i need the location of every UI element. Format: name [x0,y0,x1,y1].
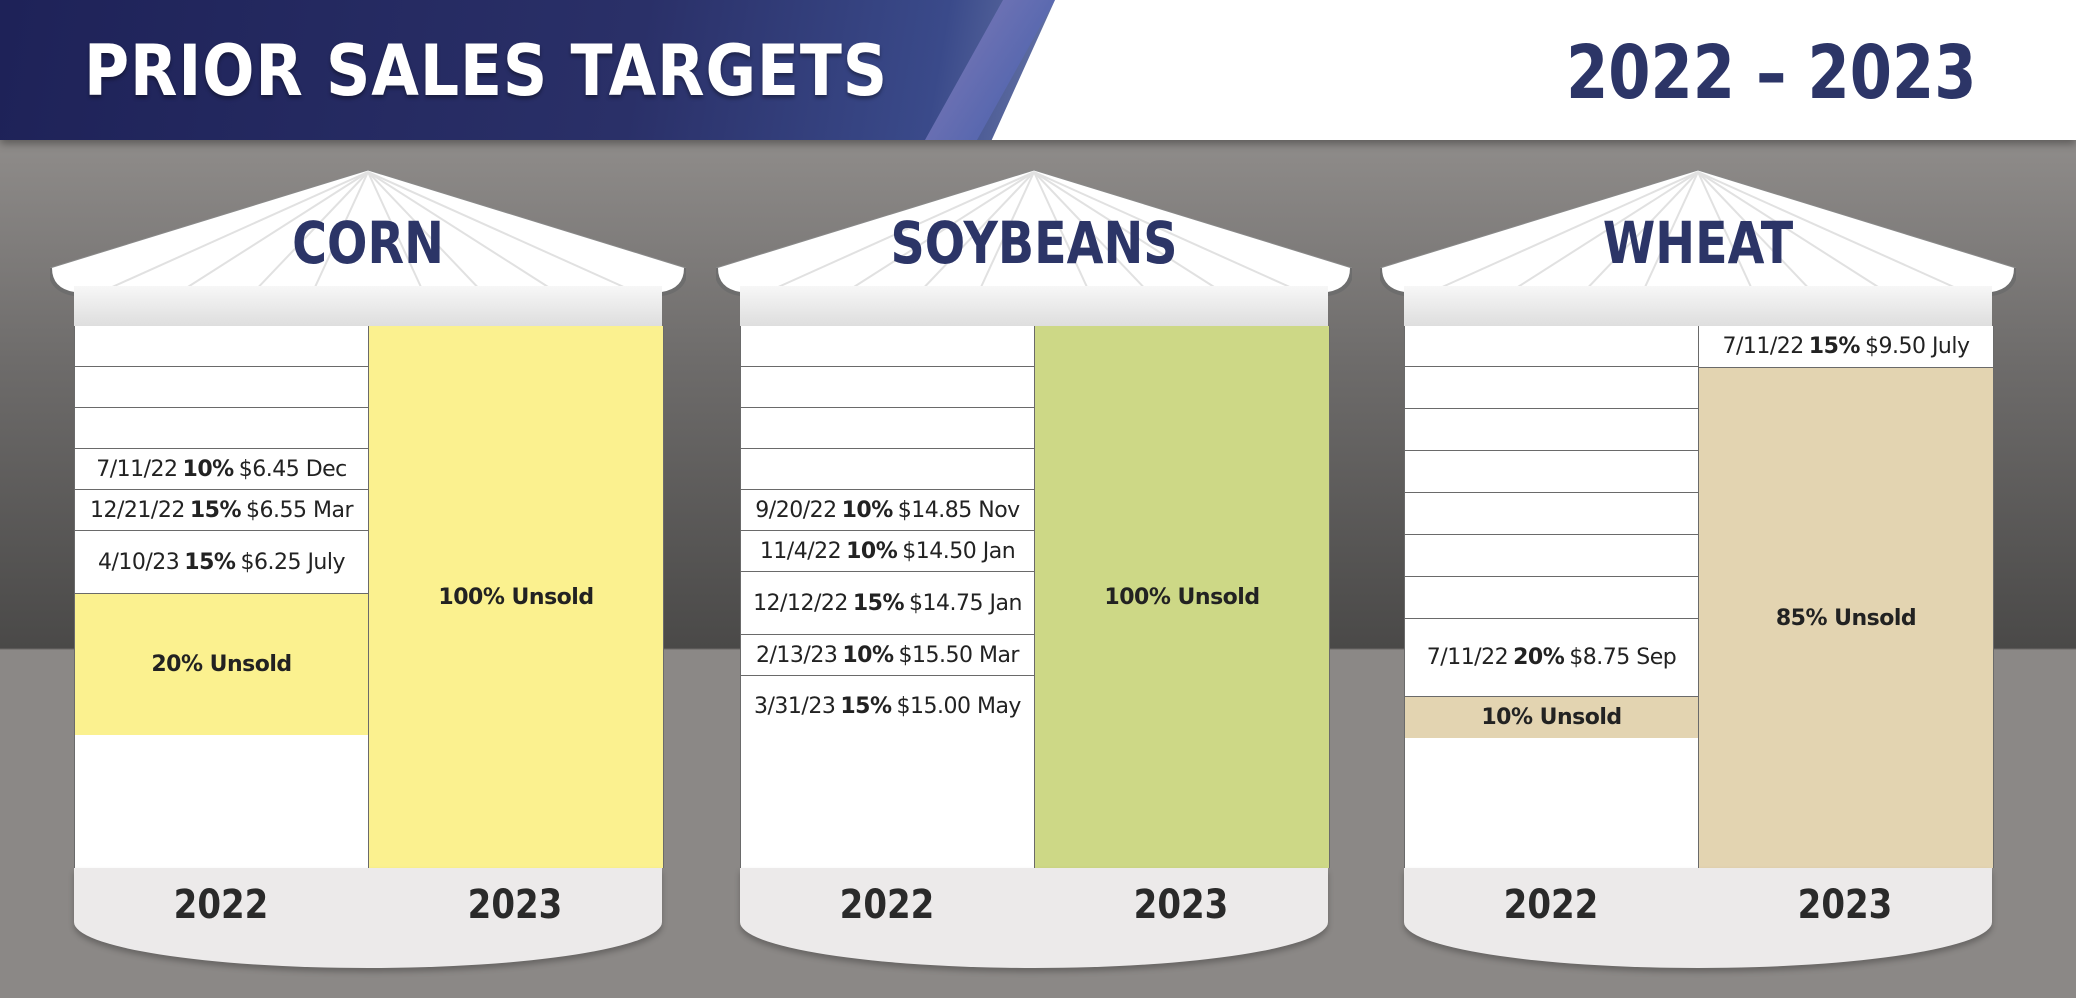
sale-row [75,408,368,449]
column-2022: 7/11/22 10% $6.45 Dec 12/21/22 15% $6.55 Mar 4… [75,326,369,868]
sale-row: 7/11/22 10% $6.45 Dec [75,449,368,490]
sale-price: $8.75 Sep [1569,645,1677,670]
column-2022: 9/20/22 10% $14.85 Nov 11/4/22 10% $14.50 Jan… [741,326,1035,868]
sale-row [1405,326,1698,367]
sale-row: 2/13/23 10% $15.50 Mar [741,635,1034,676]
header-bar: PRIOR SALES TARGETS 2022 – 2023 [0,0,2076,140]
sale-percent: 10% [182,456,235,482]
sale-percent: 15% [840,693,892,719]
silo-title: CORN [292,209,444,277]
sale-price: $15.00 May [896,693,1022,719]
silo-corn: CORN 7/11/22 10% $6.45 Dec 12/21/22 15% $6.55… [50,168,686,968]
silo-title: WHEAT [1602,209,1794,277]
sale-date: 11/4/22 [759,538,842,564]
sale-row [741,408,1034,449]
sale-percent: 10% [841,497,894,523]
column-2023: 100% Unsold [369,326,663,868]
silo-body: 7/11/22 10% $6.45 Dec 12/21/22 15% $6.55 Mar 4… [74,326,664,868]
unsold-block: 100% Unsold [369,326,663,868]
sale-row [1405,535,1698,577]
silo-soybeans: SOYBEANS 9/20/22 10% $14.85 Nov 11/4/22 10% $… [716,168,1352,968]
year-label-2023: 2023 [1133,882,1229,928]
sale-percent: 10% [842,642,894,668]
sale-row: 9/20/22 10% $14.85 Nov [741,490,1034,531]
sale-row [741,367,1034,408]
sale-row [741,449,1034,490]
sale-date: 7/11/22 [1722,334,1804,359]
silo-cap [1404,286,1992,326]
year-label-2022: 2022 [839,882,935,928]
sale-row [1405,409,1698,451]
sale-row [1405,493,1698,535]
silo-title: SOYBEANS [890,209,1178,277]
sale-date: 7/11/22 [96,456,178,482]
sale-date: 7/11/22 [1426,645,1509,670]
sale-row: 7/11/22 15% $9.50 July [1699,326,1993,368]
sale-date: 2/13/23 [756,642,838,668]
sale-percent: 15% [184,549,236,575]
sale-row: 7/11/22 20% $8.75 Sep [1405,619,1698,697]
silo-base: 2022 2023 [740,868,1328,968]
sale-price: $14.85 Nov [897,497,1020,523]
unsold-block: 85% Unsold [1699,368,1993,868]
sale-price: $15.50 Mar [898,642,1020,668]
page-title: PRIOR SALES TARGETS [84,30,889,112]
sale-row: 3/31/23 15% $15.00 May [741,676,1034,736]
sale-date: 3/31/23 [754,693,836,719]
sale-price: $14.75 Jan [909,590,1022,616]
sale-row [1405,367,1698,409]
sale-percent: 20% [1513,645,1565,670]
year-label-2023: 2023 [467,882,563,928]
column-2023: 7/11/22 15% $9.50 July 85% Unsold [1699,326,1993,868]
sale-percent: 10% [846,538,898,564]
silo-base: 2022 2023 [74,868,662,968]
silo-body: 9/20/22 10% $14.85 Nov 11/4/22 10% $14.50 Jan… [740,326,1330,868]
sale-row [741,326,1034,367]
sale-price: $6.55 Mar [246,497,353,523]
header-band [0,0,1055,140]
unsold-block: 10% Unsold [1405,697,1698,738]
sale-date: 12/21/22 [90,497,185,523]
sale-row: 12/12/22 15% $14.75 Jan [741,572,1034,635]
sale-price: $6.45 Dec [238,456,348,482]
sale-price: $6.25 July [240,549,346,575]
column-2023: 100% Unsold [1035,326,1329,868]
unsold-block: 100% Unsold [1035,326,1329,868]
sale-row: 4/10/23 15% $6.25 July [75,531,368,594]
silo-cap [74,286,662,326]
silo-body: 7/11/22 20% $8.75 Sep 10% Unsold 7/11/22 15%… [1404,326,1994,868]
sale-percent: 15% [189,497,242,523]
sale-row: 12/21/22 15% $6.55 Mar [75,490,368,531]
unsold-block: 20% Unsold [75,594,368,735]
year-label-2023: 2023 [1797,882,1893,928]
sale-row [75,367,368,408]
years-title: 2022 – 2023 [1565,30,1976,116]
sale-row: 11/4/22 10% $14.50 Jan [741,531,1034,572]
sale-percent: 15% [852,590,905,616]
sale-percent: 15% [1808,334,1861,359]
column-2022: 7/11/22 20% $8.75 Sep 10% Unsold [1405,326,1699,868]
year-label-2022: 2022 [1503,882,1599,928]
sale-price: $14.50 Jan [902,538,1016,564]
sale-price: $9.50 July [1864,334,1970,359]
silo-wheat: WHEAT 7/11/22 20% $8.75 Sep 10% Unsold 7/11… [1380,168,2016,968]
sale-date: 4/10/23 [97,549,180,575]
sale-row [1405,451,1698,493]
year-label-2022: 2022 [173,882,269,928]
sale-date: 9/20/22 [755,497,837,523]
sale-row [1405,577,1698,619]
silo-base: 2022 2023 [1404,868,1992,968]
sale-row [75,326,368,367]
silo-cap [740,286,1328,326]
sale-date: 12/12/22 [753,590,848,616]
